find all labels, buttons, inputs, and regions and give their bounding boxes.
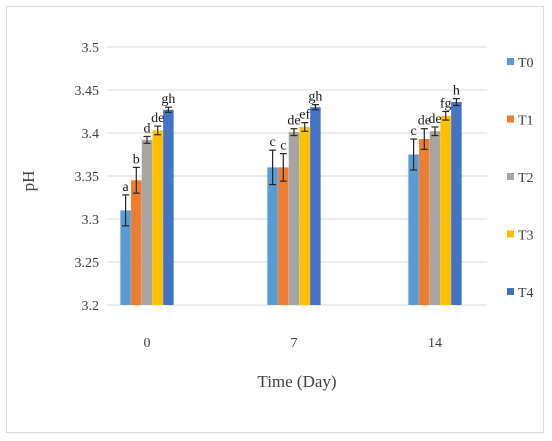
- legend-swatch-t1: [507, 115, 514, 123]
- y-tick-label: 3.3: [82, 213, 100, 228]
- legend-swatch-t0: [507, 58, 514, 65]
- significance-label: gh: [308, 90, 322, 105]
- legend-swatch-t4: [507, 288, 514, 295]
- bar-t1-day-7: [278, 167, 289, 305]
- bar-t3-day-0: [152, 130, 163, 305]
- legend: T0 T1 T2 T3 T4: [507, 56, 534, 301]
- significance-label: h: [453, 84, 460, 99]
- chart-frame: a b d de gh c c de ef gh c de de fg h 3.2 3.25 3.3 3.35 3.…: [6, 6, 544, 433]
- significance-label: a: [122, 180, 129, 195]
- x-axis-title: Time (Day): [257, 372, 336, 391]
- bar-t4-day-14: [451, 102, 462, 305]
- y-tick-label: 3.45: [75, 84, 100, 99]
- legend-swatch-t3: [507, 230, 514, 238]
- bar-t2-day-0: [141, 139, 153, 305]
- legend-swatch-t2: [507, 173, 514, 180]
- significance-label: ef: [299, 108, 310, 123]
- bar-t3-day-14: [440, 115, 451, 305]
- significance-label: c: [410, 124, 416, 139]
- y-tick-label: 3.2: [82, 299, 100, 314]
- bar-t0-day-7: [267, 167, 278, 305]
- significance-label: c: [269, 135, 275, 150]
- significance-label: de: [151, 111, 164, 126]
- significance-label: gh: [161, 92, 175, 107]
- significance-label: d: [144, 121, 151, 136]
- error-bars-group: [122, 97, 460, 227]
- bar-t3-day-7: [299, 126, 310, 305]
- y-tick-label: 3.35: [75, 170, 100, 185]
- bar-t4-day-0: [163, 109, 174, 305]
- significance-label: de: [418, 114, 431, 129]
- y-tick-labels: 3.2 3.25 3.3 3.35 3.4 3.45 3.5: [75, 41, 100, 314]
- legend-label-t3: T3: [518, 229, 534, 244]
- bar-t2-day-14: [429, 131, 441, 305]
- legend-label-t2: T2: [518, 171, 534, 186]
- bar-t0-day-0: [120, 210, 131, 305]
- significance-label: de: [428, 112, 441, 127]
- bars-group: [120, 102, 462, 305]
- bar-t4-day-7: [310, 107, 321, 305]
- legend-label-t4: T4: [518, 286, 534, 301]
- bar-t0-day-14: [408, 154, 419, 305]
- significance-label: b: [133, 152, 140, 167]
- legend-label-t0: T0: [518, 56, 534, 71]
- x-tick-label: 7: [291, 336, 298, 351]
- legend-label-t1: T1: [518, 114, 534, 129]
- y-tick-label: 3.5: [82, 41, 100, 56]
- x-tick-labels: 0 7 14: [144, 336, 443, 351]
- y-axis-title: pH: [19, 171, 38, 192]
- bar-t1-day-14: [419, 139, 430, 305]
- significance-label: c: [280, 139, 286, 154]
- y-tick-label: 3.4: [82, 127, 100, 142]
- y-tick-label: 3.25: [75, 256, 100, 271]
- bar-t1-day-0: [131, 180, 142, 305]
- bar-t2-day-7: [288, 132, 300, 305]
- significance-label: de: [287, 114, 300, 129]
- significance-label: fg: [440, 97, 452, 112]
- x-tick-label: 14: [428, 336, 442, 351]
- x-tick-label: 0: [144, 336, 151, 351]
